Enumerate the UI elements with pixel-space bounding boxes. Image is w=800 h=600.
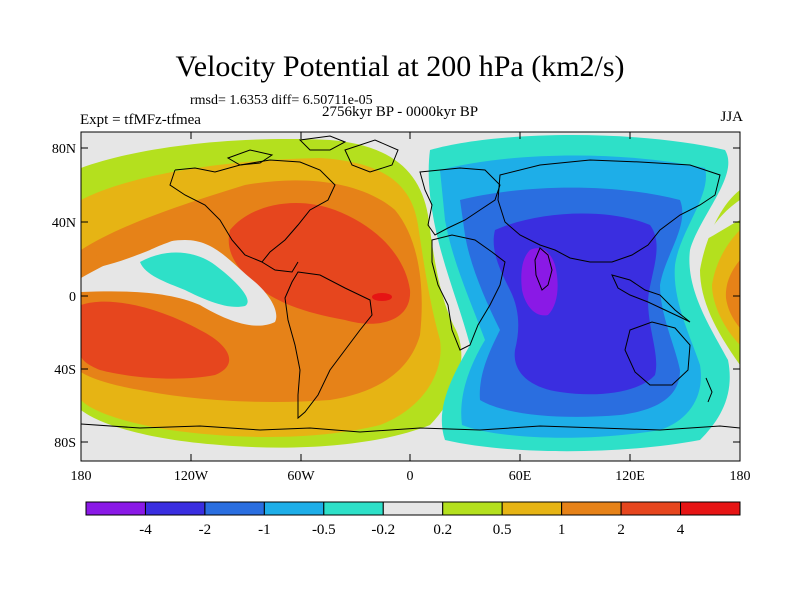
colorbar-label: -4 xyxy=(139,522,152,538)
colorbar-label: 1 xyxy=(558,522,566,538)
colorbar-swatch xyxy=(681,502,740,515)
colorbar xyxy=(86,502,740,515)
colorbar-swatch xyxy=(86,502,145,515)
colorbar-label: -1 xyxy=(258,522,271,538)
lon-tick: 0 xyxy=(407,469,414,484)
lat-tick: 0 xyxy=(69,290,76,305)
colorbar-label: -0.2 xyxy=(371,522,395,538)
colorbar-swatch xyxy=(502,502,561,515)
colorbar-swatch xyxy=(145,502,204,515)
colorbar-swatch xyxy=(621,502,680,515)
colorbar-swatch xyxy=(383,502,442,515)
lon-tick: 120E xyxy=(615,469,645,484)
colorbar-label: 0.5 xyxy=(493,522,512,538)
lon-tick: 120W xyxy=(174,469,209,484)
positive-4-core xyxy=(372,293,392,301)
lat-tick: 40N xyxy=(52,216,76,231)
colorbar-label: 4 xyxy=(677,522,685,538)
lon-tick: 60E xyxy=(509,469,532,484)
colorbar-swatch xyxy=(443,502,502,515)
colorbar-swatch xyxy=(264,502,323,515)
colorbar-swatch xyxy=(324,502,383,515)
colorbar-swatch xyxy=(562,502,621,515)
lat-tick: 80N xyxy=(52,142,76,157)
map-figure: 80N 40N 0 40S 80S 180 120W 60W 0 60E 120… xyxy=(0,0,800,600)
lat-tick: 40S xyxy=(54,363,76,378)
colorbar-label: 0.2 xyxy=(433,522,452,538)
colorbar-label: -2 xyxy=(199,522,212,538)
negative-2-band xyxy=(494,214,657,395)
lon-tick: 60W xyxy=(287,469,315,484)
lat-tick: 80S xyxy=(54,436,76,451)
lon-tick: 180 xyxy=(730,469,751,484)
lon-tick: 180 xyxy=(71,469,92,484)
colorbar-swatch xyxy=(205,502,264,515)
contour-fill xyxy=(81,132,740,461)
colorbar-label: -0.5 xyxy=(312,522,336,538)
colorbar-label: 2 xyxy=(617,522,625,538)
